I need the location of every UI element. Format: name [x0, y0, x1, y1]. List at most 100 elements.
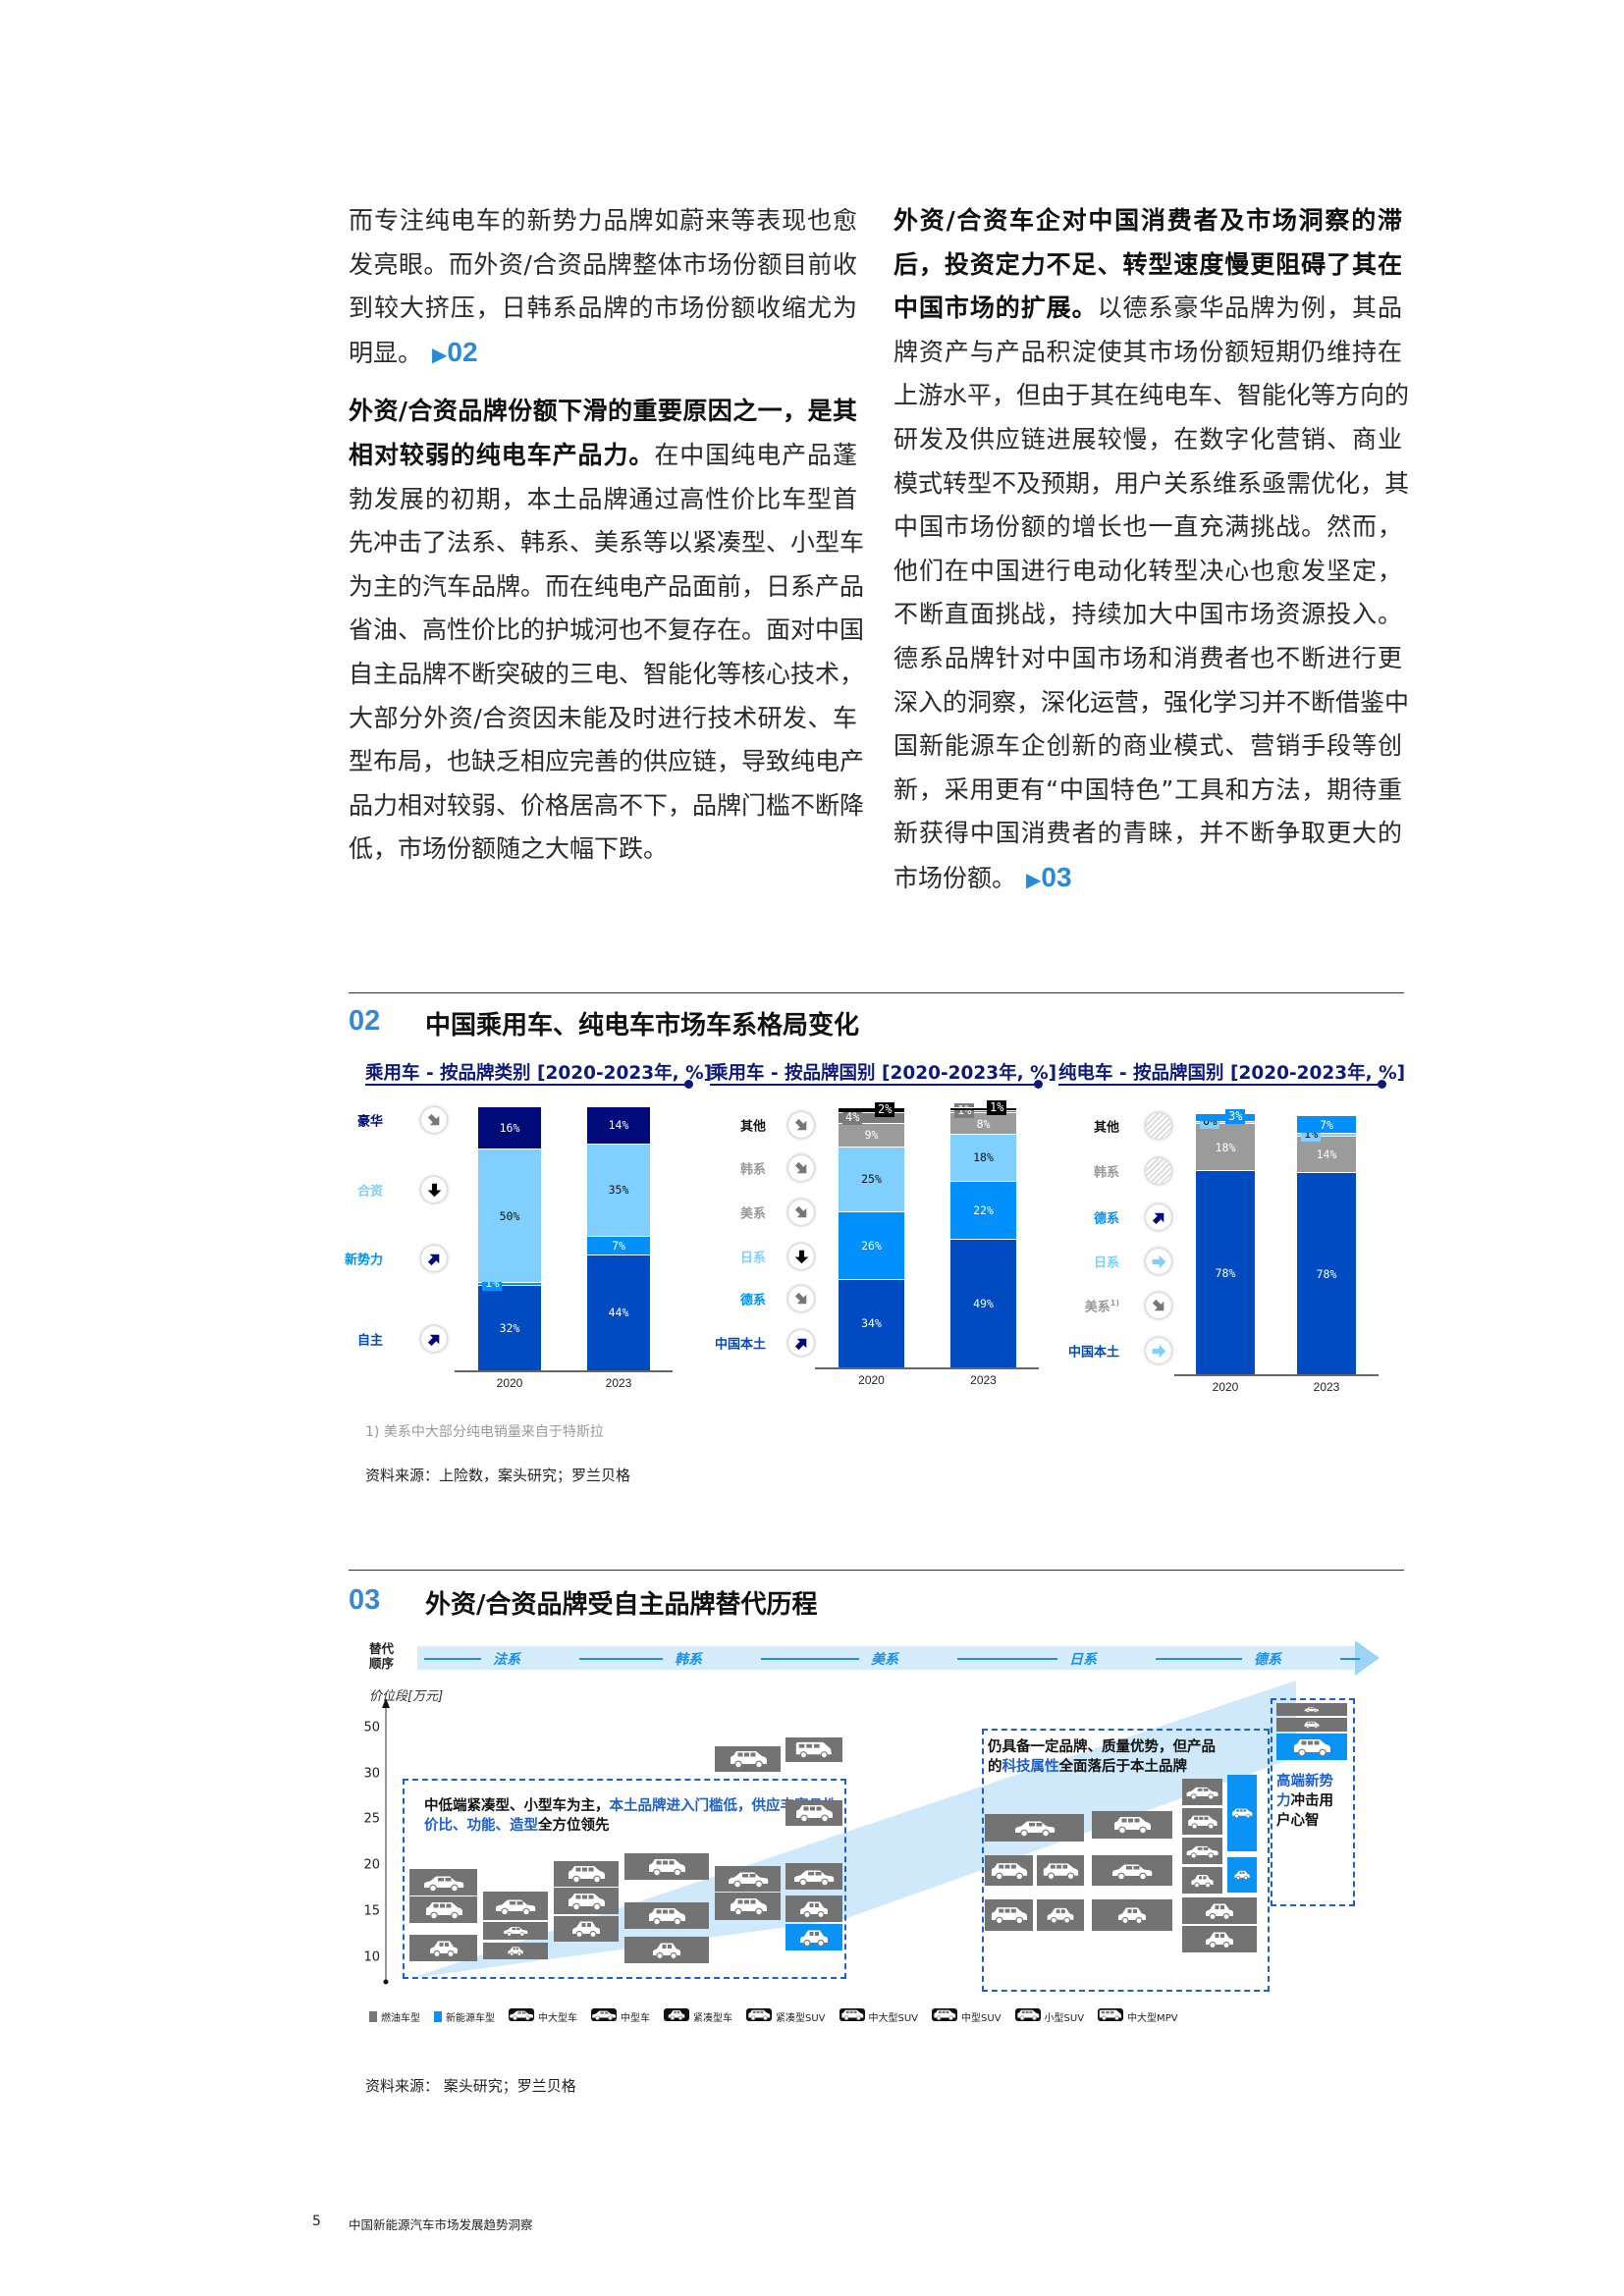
exhibit-title: 外资/合资品牌受自主品牌替代历程: [425, 1590, 818, 1620]
legend-label-text: 合资: [356, 1184, 383, 1200]
bar-segment: [839, 1112, 904, 1123]
vehicle-box-fuel: [483, 1892, 548, 1920]
legend-label-text: 中国本土: [1067, 1345, 1119, 1361]
page-number: 5: [312, 2214, 321, 2229]
bar-value-label: 50%: [499, 1208, 520, 1223]
exhibit-reference-link[interactable]: 02: [447, 336, 478, 367]
text-line: 后，投资定力不足、转型速度慢更阻碍了其在: [893, 243, 1402, 288]
legend-item: 新能源车型: [434, 2009, 495, 2024]
x-axis: [815, 1367, 1039, 1369]
trend-right-icon: [1146, 1249, 1171, 1274]
text-segment: 以德系豪华品牌为例，其品: [1097, 294, 1402, 323]
sedan-car-icon: [792, 1867, 836, 1887]
vehicle-box-fuel: [785, 1800, 842, 1826]
trend-down-right-icon: [421, 1107, 447, 1133]
vehicle-box-fuel: [483, 1943, 548, 1959]
text-segment: 新获得中国消费者的青睐，并不断争取更大的: [893, 819, 1402, 848]
exhibit-reference-link[interactable]: 03: [1041, 861, 1072, 892]
compact-car-icon: [422, 1939, 465, 1958]
compact-car-icon: [792, 1928, 836, 1948]
vehicle-box-fuel: [985, 1899, 1033, 1931]
text-line: 中国市场份额的增长也一直充满挑战。然而，: [893, 506, 1402, 550]
trend-up-right-icon: [1146, 1204, 1171, 1230]
annotation-text: 全方位领先: [538, 1818, 610, 1834]
text-line: 品力相对较弱、价格居高不下，品牌门槛不断降: [349, 784, 864, 828]
trend-up-right-icon: [421, 1246, 447, 1271]
trend-up-right-icon: [421, 1326, 447, 1352]
vehicle-box-fuel: [1092, 1899, 1172, 1931]
text-line: 先冲击了法系、韩系、美系等以紧凑型、小型车: [349, 521, 864, 565]
suv-car-icon: [1230, 1803, 1254, 1823]
bar-value-label: 22%: [973, 1202, 994, 1217]
text-line: 上游水平，但由于其在纯电车、智能化等方向的: [893, 374, 1409, 418]
bar-segment: 18%: [950, 1133, 1016, 1181]
sedan-car-icon: [1110, 1861, 1154, 1881]
legend-label: 德系: [1094, 1208, 1119, 1227]
annotation-highlight: 价比、功能、造型: [424, 1818, 538, 1834]
suv-car-icon: [932, 2008, 958, 2024]
legend-label: 韩系: [1094, 1162, 1119, 1181]
x-tick-label: 2020: [1212, 1380, 1239, 1394]
vehicle-box-fuel: [554, 1888, 619, 1914]
section-divider: [349, 992, 1404, 993]
sequence-label: 德系: [1254, 1652, 1281, 1668]
left-column: 而专注纯电车的新势力品牌如蔚来等表现也愈 发亮眼。而外资/合资品牌整体市场份额目前…: [349, 199, 864, 872]
bar-segment: 44%: [587, 1254, 650, 1370]
text-segment: 勃发展的初期，本土品牌通过高性价比车型首: [349, 484, 857, 513]
compact-car-icon: [1185, 1871, 1219, 1891]
legend-item: 中大型SUV: [839, 2008, 918, 2024]
bar-value-label: 35%: [608, 1183, 629, 1198]
vehicle-box-fuel: [715, 1866, 781, 1892]
compact-car-icon: [1230, 1865, 1254, 1885]
text-line: 大部分外资/合资因未能及时进行技术研发、车: [349, 697, 857, 741]
text-line: 新，采用更有“中国特色”工具和方法，期待重: [893, 769, 1402, 813]
text-segment: 研发及供应链进展较慢，在数字化营销、商业: [893, 424, 1402, 454]
compact-car-icon: [1110, 1905, 1154, 1925]
legend-label: 燃油车型: [381, 2012, 420, 2024]
bar-value-label: 78%: [1215, 1265, 1236, 1280]
y-tick-label: 20: [363, 1857, 380, 1873]
text-line: 自主品牌不断突破的三电、智能化等核心技术，: [349, 653, 864, 697]
legend-item: 小型SUV: [1014, 2008, 1084, 2024]
text-segment: 国新能源车企创新的商业模式、营销手段等创: [893, 731, 1402, 761]
sequence-label: 法系: [493, 1652, 520, 1668]
bar-value-label: 9%: [864, 1128, 879, 1143]
sedan-car-icon: [1304, 1706, 1319, 1713]
trend-down-icon: [788, 1244, 814, 1269]
sedan-car-icon: [422, 1873, 465, 1893]
text-line: 到较大挤压，日韩系品牌的市场份额收缩尤为: [349, 287, 857, 331]
text-segment: 型布局，也缺乏相应完善的供应链，导致纯电产: [349, 747, 865, 776]
text-line: 他们在中国进行电动化转型决心也愈发坚定，: [893, 550, 1402, 594]
text-segment: 省油、高性价比的护城河也不复存在。面对中国: [349, 615, 865, 645]
bar-segment: 50%: [478, 1148, 541, 1283]
chart-title: 乘用车 - 按品牌类别 [2020-2023年, %]: [365, 1063, 713, 1084]
y-tick-label: 25: [363, 1811, 380, 1827]
legend-label-text: 德系: [739, 1293, 766, 1308]
text-line: 不断直面挑战，持续加大中国市场资源投入。: [893, 593, 1402, 637]
text-segment: 德系品牌针对中国市场和消费者也不断进行更: [893, 643, 1402, 672]
y-tick-label: 10: [363, 1949, 380, 1965]
vehicle-box-fuel: [409, 1896, 477, 1923]
bar-segment: 9%: [839, 1122, 904, 1147]
text-segment: 中国市场的扩展。: [893, 294, 1098, 323]
bar-segment: 25%: [839, 1146, 904, 1211]
text-segment: 低，市场份额随之大幅下跌。: [349, 834, 669, 864]
text-segment: 他们在中国进行电动化转型决心也愈发坚定，: [893, 556, 1402, 585]
bar-segment: [1297, 1133, 1356, 1137]
legend-label: 新势力: [345, 1250, 383, 1268]
suv-car-icon: [422, 1900, 465, 1920]
chart-title: 乘用车 - 按品牌国别 [2020-2023年, %]: [710, 1063, 1057, 1084]
bar-value-label: 18%: [1215, 1140, 1236, 1154]
text-line: 明显。 ▶02: [349, 331, 857, 375]
bar-value-label: 44%: [608, 1306, 629, 1320]
bar-value-label: 14%: [608, 1118, 629, 1133]
annotation-text: 的: [988, 1759, 1002, 1775]
order-label: 替代 顺序: [369, 1641, 394, 1671]
text-segment: 外资/合资品牌份额下滑的重要原因之一，是其: [349, 397, 857, 426]
text-segment: 相对较弱的纯电车产品力。: [349, 440, 655, 469]
suv-car-icon: [1014, 2008, 1041, 2024]
bar-value-label: 26%: [861, 1238, 882, 1253]
annotation-highlight: 科技属性: [1001, 1759, 1059, 1775]
text-line: 低，市场份额随之大幅下跌。: [349, 828, 857, 872]
text-segment: 后，投资定力不足、转型速度慢更阻碍了其在: [893, 249, 1402, 279]
